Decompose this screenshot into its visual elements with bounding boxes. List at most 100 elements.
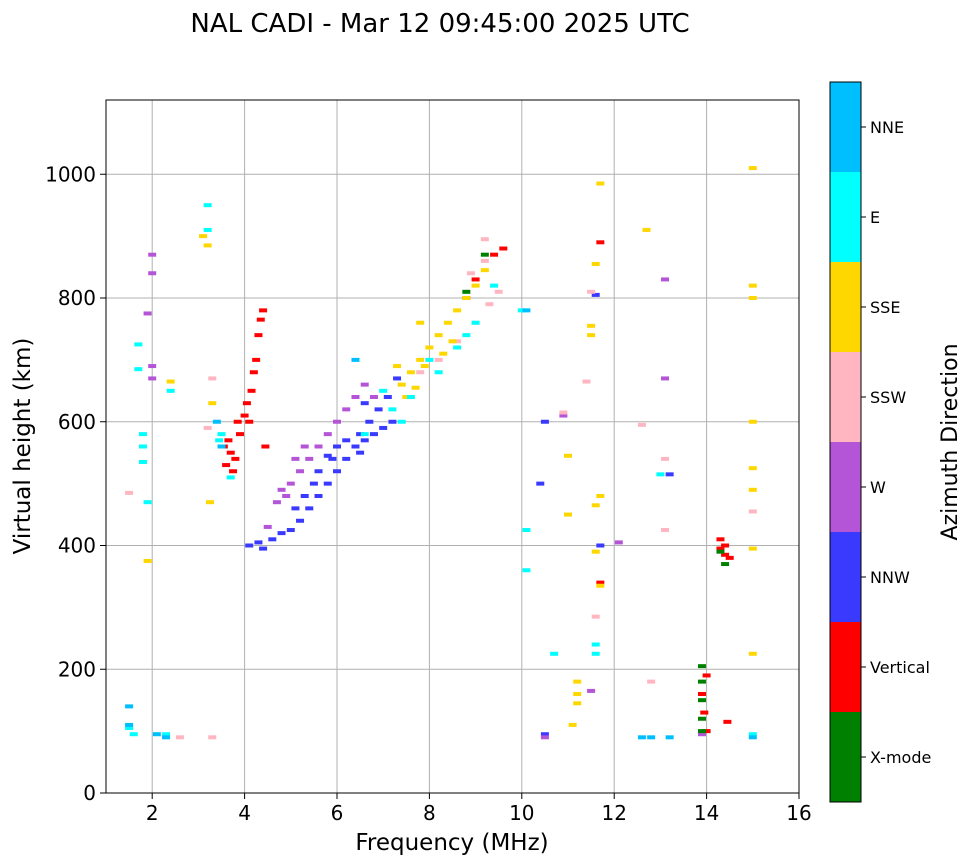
point-sse (591, 261, 600, 266)
point-nne (637, 735, 646, 740)
y-tick-label: 600 (58, 410, 96, 434)
point-vertical (490, 252, 499, 257)
grid-lines (106, 100, 799, 793)
point-ssw (125, 490, 134, 495)
point-vertical (716, 546, 725, 551)
point-ssw (582, 379, 591, 384)
point-vertical (721, 552, 730, 557)
point-sse (748, 166, 757, 171)
point-ssw (661, 456, 670, 461)
colorbar-swatch-sse (830, 262, 861, 352)
point-w (263, 524, 272, 529)
colorbar-tick-label-e: E (870, 208, 880, 227)
point-vertical (247, 388, 256, 393)
point-w (351, 395, 360, 399)
point-nnw (351, 444, 360, 449)
point-w (614, 540, 623, 545)
point-e (388, 407, 397, 412)
point-sse (596, 181, 605, 186)
y-axis-ticks: 0 200 400 600 800 1000 (45, 162, 106, 805)
plot-area-frame (105, 99, 800, 794)
point-ssw (748, 509, 757, 514)
point-ssw (494, 289, 503, 294)
point-ssw (637, 422, 646, 427)
point-e (162, 732, 171, 737)
point-sse (203, 243, 212, 248)
y-tick-label: 200 (58, 657, 96, 681)
point-nnw (360, 401, 369, 406)
x-tick-label: 2 (146, 801, 159, 825)
y-tick-label: 1000 (45, 162, 96, 186)
point-vertical (499, 246, 508, 251)
point-nnw (356, 450, 365, 455)
colorbar-swatch-nnw (830, 532, 861, 622)
point-vertical (224, 438, 233, 443)
point-w (661, 277, 670, 282)
point-ssw (203, 425, 212, 430)
point-w (143, 311, 152, 316)
point-x-mode (697, 716, 706, 721)
point-e (203, 203, 212, 208)
point-nnw (300, 494, 309, 498)
point-sse (199, 234, 208, 239)
point-nne (125, 704, 134, 709)
point-nnw (360, 438, 369, 443)
colorbar-swatch-x-mode (830, 712, 861, 802)
point-sse (748, 546, 757, 551)
point-w (272, 500, 281, 505)
colorbar-tick-label-x-mode: X-mode (870, 748, 931, 767)
point-nne (125, 722, 134, 727)
point-vertical (231, 456, 240, 461)
point-nnw (379, 425, 388, 430)
point-vertical (702, 673, 711, 678)
point-w (148, 376, 157, 381)
point-sse (416, 320, 425, 325)
point-e (129, 732, 138, 737)
point-e (397, 419, 406, 424)
point-w (291, 456, 300, 461)
point-w (148, 271, 157, 276)
point-vertical (226, 450, 235, 455)
point-nnw (328, 456, 337, 461)
point-e (217, 432, 226, 437)
point-sse (748, 283, 757, 288)
point-nnw (540, 419, 549, 424)
y-axis-label: Virtual height (km) (10, 338, 36, 555)
point-nnw (291, 506, 300, 511)
x-tick-label: 8 (423, 801, 436, 825)
point-x-mode (697, 664, 706, 669)
colorbar-swatch-e (830, 172, 861, 262)
point-nnw (268, 537, 277, 542)
point-nnw (259, 546, 268, 551)
point-e (125, 726, 134, 731)
point-w (559, 413, 568, 418)
point-sse (462, 296, 471, 300)
point-e (134, 367, 143, 372)
point-ssw (587, 289, 596, 294)
chart-title: NAL CADI - Mar 12 09:45:00 2025 UTC (190, 9, 689, 39)
point-nnw (245, 543, 254, 548)
colorbar-swatch-nne (830, 82, 861, 172)
point-vertical (702, 729, 711, 734)
point-e (656, 472, 665, 477)
point-e (517, 308, 526, 313)
point-nnw (365, 419, 374, 424)
point-nnw (342, 438, 351, 443)
point-sse (591, 549, 600, 554)
point-sse (425, 345, 434, 350)
point-nnw (314, 494, 323, 498)
point-nnw (286, 528, 295, 533)
point-sse (564, 453, 572, 458)
x-tick-label: 4 (238, 801, 251, 825)
point-e (550, 651, 559, 656)
point-ssw (559, 410, 568, 415)
point-sse (748, 487, 757, 492)
point-nnw (314, 469, 323, 474)
point-sse (573, 701, 582, 706)
point-e (226, 475, 235, 480)
point-sse (748, 651, 757, 656)
point-w (305, 456, 314, 461)
point-nnw (536, 481, 545, 486)
point-w (369, 395, 378, 399)
x-tick-label: 12 (601, 801, 626, 825)
